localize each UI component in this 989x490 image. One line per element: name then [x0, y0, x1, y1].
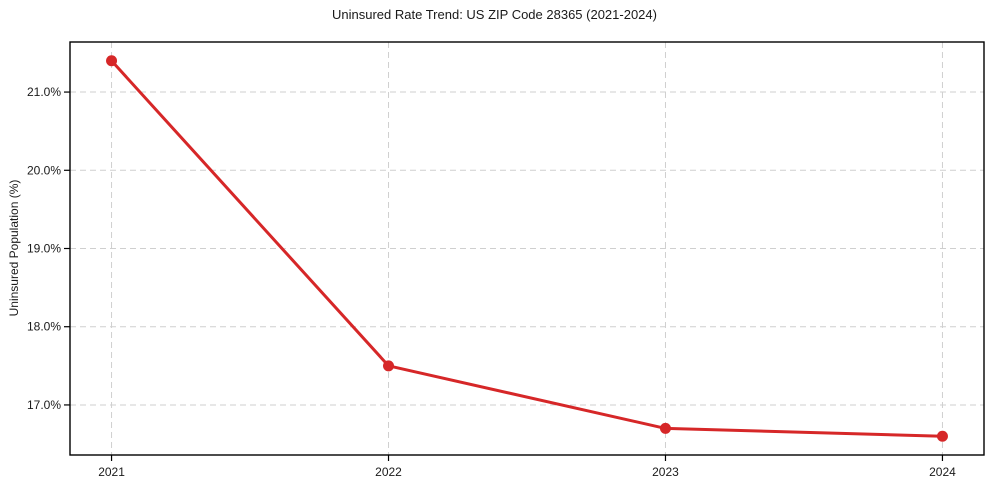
x-tick-label: 2023: [652, 465, 679, 479]
plot-border: [69, 41, 985, 456]
x-tick-label: 2024: [929, 465, 956, 479]
y-tick-label: 21.0%: [27, 85, 61, 99]
trend-line: [110, 59, 944, 438]
data-point: [936, 430, 948, 442]
data-point: [106, 55, 118, 67]
chart-title: Uninsured Rate Trend: US ZIP Code 28365 …: [332, 7, 657, 22]
data-point: [659, 422, 671, 434]
y-tick-label: 20.0%: [27, 163, 61, 177]
y-tick-label: 19.0%: [27, 242, 61, 256]
data-point: [383, 360, 395, 372]
y-tick-label: 17.0%: [27, 398, 61, 412]
x-tick-label: 2022: [375, 465, 402, 479]
x-tick-label: 2021: [98, 465, 125, 479]
y-tick-label: 18.0%: [27, 320, 61, 334]
